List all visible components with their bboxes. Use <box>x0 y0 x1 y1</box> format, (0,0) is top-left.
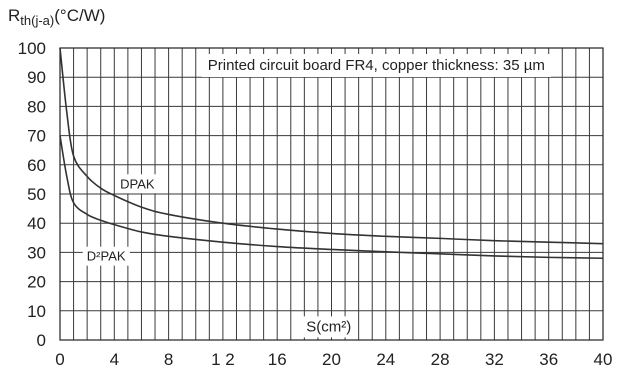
x-tick-label: 20 <box>322 350 341 369</box>
y-tick-label: 70 <box>27 127 46 146</box>
series-label-d2pak-background <box>82 246 130 266</box>
y-tick-label: 30 <box>27 243 46 262</box>
y-tick-label: 80 <box>27 97 46 116</box>
y-axis-label-main: R <box>8 6 21 25</box>
plot-frame <box>59 47 604 341</box>
x-tick-label: 36 <box>539 350 558 369</box>
y-tick-label: 40 <box>27 214 46 233</box>
x-tick-label: 1 2 <box>211 350 235 369</box>
series-line-dpak <box>59 47 604 245</box>
x-tick-label: 24 <box>376 350 395 369</box>
series-label-d2pak: D²PAK <box>87 249 126 264</box>
x-tick-label: 4 <box>110 350 119 369</box>
y-tick-label: 0 <box>37 331 46 350</box>
x-tick-label: 32 <box>485 350 504 369</box>
y-tick-label: 90 <box>27 68 46 87</box>
y-tick-label: 10 <box>27 302 46 321</box>
series-label-dpak: DPAK <box>120 176 155 191</box>
y-axis-label-unit: (°C/W) <box>54 6 106 25</box>
y-tick-label: 50 <box>27 185 46 204</box>
x-tick-label: 8 <box>164 350 173 369</box>
x-tick-label: 0 <box>55 350 64 369</box>
y-tick-label: 60 <box>27 156 46 175</box>
chart-annotation: Printed circuit board FR4, copper thickn… <box>208 57 545 74</box>
x-tick-label: 28 <box>431 350 450 369</box>
x-tick-label: 16 <box>268 350 287 369</box>
y-tick-label: 20 <box>27 273 46 292</box>
chart-annotation-background <box>201 54 551 78</box>
y-tick-label: 100 <box>18 39 46 58</box>
x-axis-label-background <box>301 316 357 338</box>
series-line-d2pak <box>59 135 604 260</box>
x-tick-label: 40 <box>594 350 613 369</box>
y-axis-label-sub: th(j-a) <box>20 13 55 28</box>
x-axis-label: S(cm²) <box>306 318 351 335</box>
y-axis-label: Rth(j-a)(°C/W) <box>8 6 106 28</box>
series-label-dpak-background <box>116 174 159 194</box>
